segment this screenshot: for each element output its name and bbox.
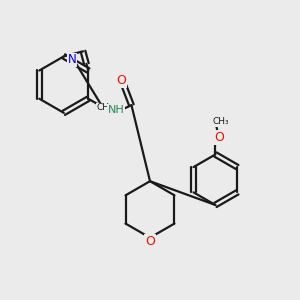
Text: O: O (117, 74, 127, 87)
Text: O: O (145, 235, 155, 248)
Text: CH₃: CH₃ (212, 117, 229, 126)
Text: NH: NH (108, 105, 124, 115)
Text: O: O (214, 131, 224, 144)
Text: CH₃: CH₃ (97, 103, 113, 112)
Text: N: N (68, 53, 76, 67)
